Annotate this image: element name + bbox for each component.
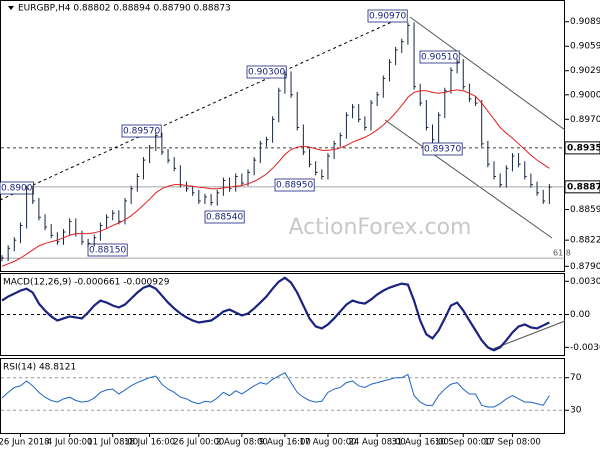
x-tick-label: 26 Jun 2018 bbox=[0, 438, 50, 448]
annotation-box bbox=[87, 243, 128, 257]
price-panel bbox=[0, 0, 565, 272]
macd-line bbox=[1, 276, 550, 352]
annotation-box bbox=[0, 181, 34, 195]
y-tick-label: 0.003034 bbox=[570, 277, 600, 287]
annotation: 0.90300 bbox=[248, 68, 285, 78]
level-box bbox=[564, 180, 600, 194]
y-tick-label: 70 bbox=[570, 373, 582, 383]
annotation: 0.88540 bbox=[206, 213, 243, 223]
annotation-box bbox=[419, 50, 460, 64]
x-tick-label: 9 Aug 16:00 bbox=[259, 438, 311, 448]
x-tick-label: 31 Aug 16:00 bbox=[392, 438, 449, 448]
chart-title: EURGBP,H4 0.88802 0.88894 0.88790 0.8887… bbox=[18, 4, 231, 14]
x-tick-label: 24 Aug 08:00 bbox=[348, 438, 405, 448]
x-tick-label: 2 Aug 08:00 bbox=[216, 438, 268, 448]
level-box bbox=[564, 141, 600, 155]
y-tick-label: 0.90595 bbox=[570, 42, 600, 52]
annotation: 0.88150 bbox=[89, 246, 126, 256]
y-tick-label: 0.00 bbox=[570, 310, 590, 320]
x-tick-label: 18 Jul 16:00 bbox=[124, 438, 175, 448]
x-tick-label: 17 Sep 08:00 bbox=[484, 438, 541, 448]
annotation-box bbox=[246, 65, 287, 79]
annotation-box bbox=[121, 124, 162, 138]
x-tick-label: 4 Jul 00:00 bbox=[47, 438, 93, 448]
annotation: 0.89370 bbox=[424, 145, 461, 155]
rsi-panel bbox=[0, 358, 565, 434]
y-tick-label: 0.90895 bbox=[570, 17, 600, 27]
level-label: 0.88873 bbox=[567, 182, 600, 192]
rsi-line bbox=[1, 372, 550, 408]
annotation-box bbox=[367, 9, 408, 23]
annotation: 0.90970 bbox=[369, 12, 406, 22]
menu-arrow bbox=[8, 6, 14, 10]
fib-label: 61.8 bbox=[553, 249, 571, 258]
annotation-box bbox=[274, 178, 315, 192]
annotation: 0.90510 bbox=[421, 53, 458, 63]
x-tick-label: 10 Sep 00:00 bbox=[435, 438, 492, 448]
annotation: 0.8900 bbox=[1, 184, 33, 194]
ma-line bbox=[1, 89, 550, 267]
y-tick-label: 30 bbox=[570, 406, 582, 416]
trend-line bbox=[0, 15, 406, 201]
watermark: ActionForex.com bbox=[289, 215, 472, 240]
x-tick-label: 26 Jul 00:00 bbox=[173, 438, 224, 448]
y-tick-label: 0.88595 bbox=[570, 205, 600, 215]
annotation-box bbox=[204, 210, 245, 224]
channel-line bbox=[384, 119, 553, 239]
annotation: 0.89570 bbox=[123, 127, 160, 137]
macd-panel bbox=[0, 273, 565, 356]
y-tick-label: -0.003001 bbox=[570, 343, 600, 353]
x-tick-label: 17 Aug 00:00 bbox=[299, 438, 356, 448]
rsi-title: RSI(14) 48.8121 bbox=[3, 363, 76, 373]
annotation: 0.88950 bbox=[276, 181, 313, 191]
annotation-box bbox=[422, 142, 463, 156]
x-tick-label: 11 Jul 08:00 bbox=[87, 438, 138, 448]
y-tick-label: 0.90295 bbox=[570, 66, 600, 76]
macd-title: MACD(12,26,9) -0.000661 -0.000929 bbox=[3, 278, 170, 288]
channel-line bbox=[409, 16, 566, 131]
